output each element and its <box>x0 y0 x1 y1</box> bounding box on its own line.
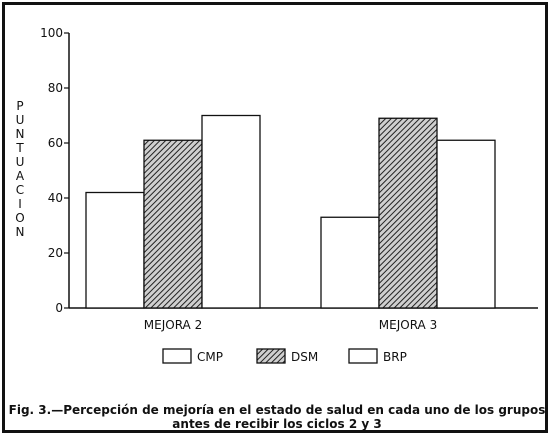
legend-swatch-dsm <box>256 348 286 364</box>
legend-swatch-cmp <box>162 348 192 364</box>
y-tick-label: 100 <box>40 26 63 40</box>
y-tick-label: 0 <box>55 301 63 315</box>
y-axis-label-letter: U <box>16 113 25 127</box>
y-axis-label-letter: U <box>16 155 25 169</box>
y-tick-label: 60 <box>48 136 63 150</box>
bar-cmp-mejora-2 <box>85 191 145 309</box>
x-category-label: MEJORA 2 <box>144 318 202 332</box>
bar-brp-mejora-3 <box>436 139 496 309</box>
y-tick-label: 80 <box>48 81 63 95</box>
legend-label-cmp: CMP <box>197 350 223 364</box>
y-axis-label-letter: C <box>16 183 24 197</box>
legend-swatch-brp <box>348 348 378 364</box>
y-tick-label: 20 <box>48 246 63 260</box>
y-axis-label-letter: N <box>16 225 25 239</box>
figure-caption-line-2: antes de recibir los ciclos 2 y 3 <box>172 417 382 431</box>
figure-frame <box>2 2 548 433</box>
y-axis-label-letter: T <box>15 141 24 155</box>
bar-dsm-mejora-3 <box>378 117 438 309</box>
legend-label-brp: BRP <box>383 350 407 364</box>
y-tick-label: 40 <box>48 191 63 205</box>
y-axis-label-letter: P <box>16 99 23 113</box>
bar-dsm-mejora-2 <box>143 139 203 309</box>
y-axis-label-letter: O <box>15 211 24 225</box>
figure-caption-line-1: Fig. 3.—Percepción de mejoría en el esta… <box>8 403 546 417</box>
y-axis-label-letter: A <box>16 169 25 183</box>
legend-label-dsm: DSM <box>291 350 318 364</box>
chart-legend: CMP DSM BRP <box>162 348 407 364</box>
bar-cmp-mejora-3 <box>320 216 380 309</box>
bar-brp-mejora-2 <box>201 114 261 309</box>
y-axis-label-letter: N <box>16 127 25 141</box>
y-axis-label-letter: I <box>18 197 22 211</box>
chart-bars <box>85 114 496 309</box>
x-category-label: MEJORA 3 <box>379 318 437 332</box>
